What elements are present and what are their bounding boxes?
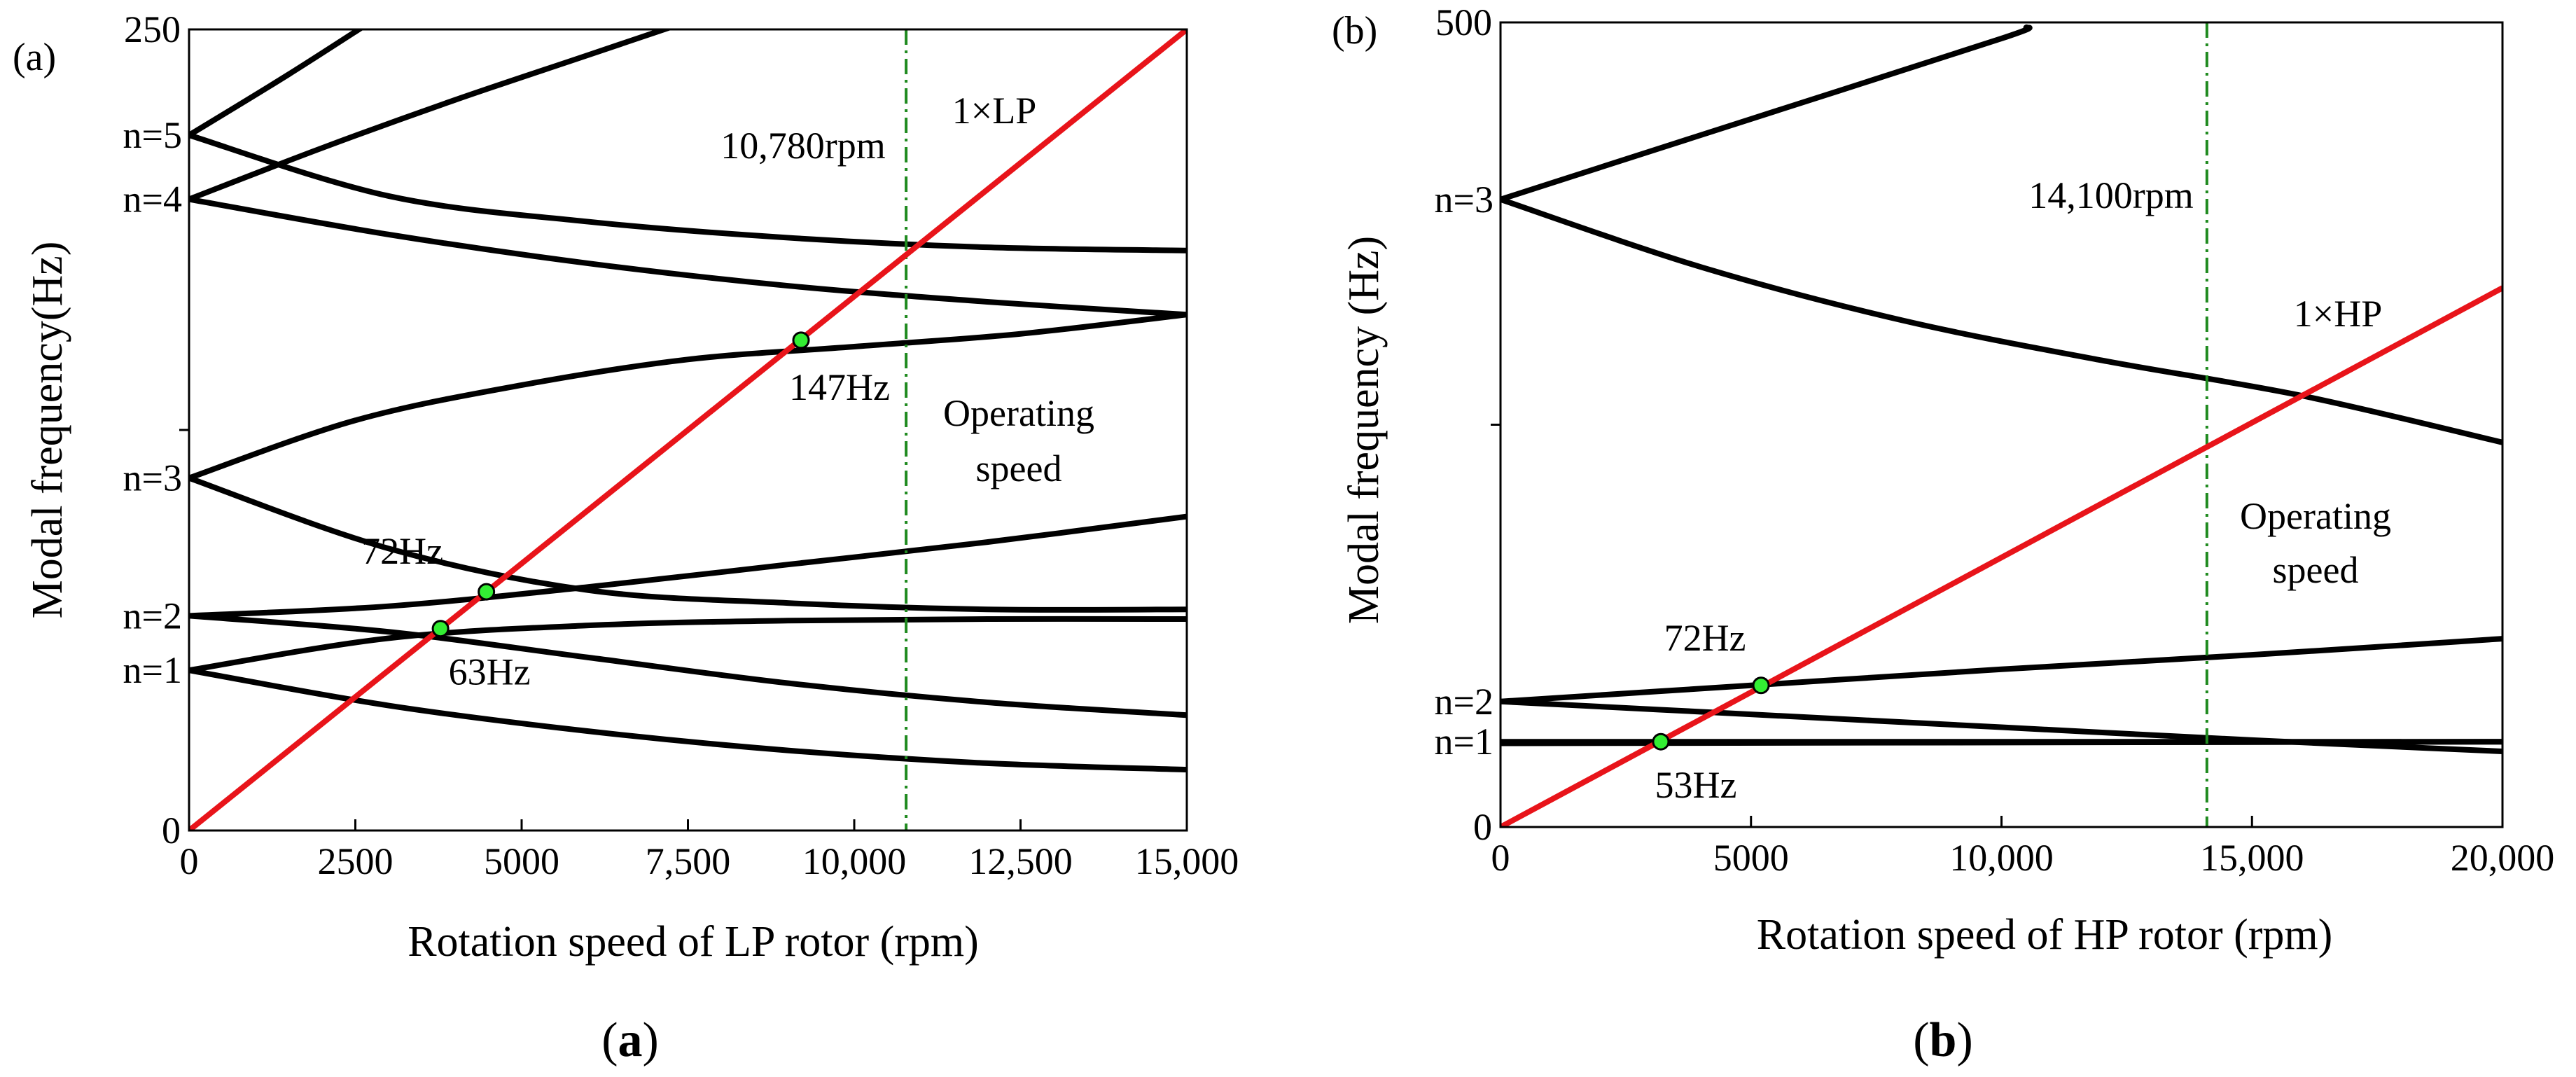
y-tick-label: 0 xyxy=(162,810,181,852)
intersection-label: 53Hz xyxy=(1655,764,1736,806)
panel-a-y-axis-title: Modal frequency(Hz) xyxy=(24,242,71,619)
x-tick-label: 0 xyxy=(1491,837,1510,879)
mode-curve-mode1-forward xyxy=(189,616,1187,674)
panel-a-curves xyxy=(189,29,1187,831)
panel-b-operating-text-line1: Operating xyxy=(2240,495,2391,537)
y-tick-label: 250 xyxy=(124,8,181,50)
intersection-point xyxy=(792,331,810,349)
x-tick-label: 15,000 xyxy=(1135,840,1239,882)
mode-curve-mode2-backward xyxy=(189,613,1187,718)
mode-number-label: n=2 xyxy=(1435,681,1494,723)
mode-number-label: n=5 xyxy=(123,114,182,156)
panel-b-curves xyxy=(1501,22,2502,827)
panel-b-chart: 0 5000 10,000 15,000 20,000 0 500 n=1n=2 n=3 (b)… xyxy=(1332,1,2554,1067)
panel-a-excitation-label: 1×LP xyxy=(952,90,1036,132)
mode-curve-mode3-forward xyxy=(189,312,1187,481)
panel-a-operating-speed-value: 10,780rpm xyxy=(720,125,886,167)
intersection-point xyxy=(1752,676,1770,695)
x-tick-label: 5000 xyxy=(1713,837,1789,879)
mode-curve-mode4-backward xyxy=(189,196,1187,318)
intersection-point xyxy=(431,620,450,638)
panel-a-ticks: 0 2500 5000 7,500 10,000 12,500 15,000 0 250 n=1 n… xyxy=(123,8,1239,882)
mode-curve-mode2-backward xyxy=(1501,698,2502,754)
mode-number-label: n=3 xyxy=(123,457,182,499)
mode-curve-mode1-b xyxy=(1501,739,2502,746)
y-tick-label: 500 xyxy=(1435,1,1492,43)
excitation-line xyxy=(189,29,1187,831)
panel-b-caption-letter: b xyxy=(1930,1013,1957,1067)
panel-b-caption: (b) xyxy=(1913,1013,1973,1067)
panel-b-caption-open: ( xyxy=(1913,1013,1929,1067)
x-tick-label: 10,000 xyxy=(802,840,907,882)
intersection-label: 72Hz xyxy=(1664,617,1746,659)
panel-a-caption: (a) xyxy=(601,1013,659,1067)
mode-curve-mode2-forward xyxy=(1501,636,2502,704)
mode-curve-mode3-backward xyxy=(189,475,1187,613)
x-tick-label: 2500 xyxy=(318,840,394,882)
panel-a-caption-letter: a xyxy=(618,1013,643,1067)
x-tick-label: 15,000 xyxy=(2200,837,2304,879)
mode-curve-mode5-forward xyxy=(189,29,364,139)
panel-b-ticks: 0 5000 10,000 15,000 20,000 0 500 n=1n=2 n=3 xyxy=(1435,1,2555,879)
panel-a-operating-text-line1: Operating xyxy=(943,392,1094,434)
panel-b-excitation-label: 1×HP xyxy=(2294,293,2382,335)
mode-number-label: n=2 xyxy=(123,595,182,637)
y-tick-label: 0 xyxy=(1473,806,1492,848)
x-tick-label: 20,000 xyxy=(2451,837,2555,879)
mode-number-label: n=3 xyxy=(1435,179,1494,221)
x-tick-label: 12,500 xyxy=(968,840,1073,882)
panel-b-tag: (b) xyxy=(1332,9,1377,53)
x-tick-label: 7,500 xyxy=(646,840,731,882)
panel-b-caption-close: ) xyxy=(1956,1013,1972,1067)
panel-b-plot-frame xyxy=(1499,21,2504,828)
intersection-label: 63Hz xyxy=(449,651,531,693)
intersection-label: 147Hz xyxy=(789,366,890,408)
x-tick-label: 5000 xyxy=(484,840,559,882)
mode-number-label: n=1 xyxy=(123,649,182,691)
mode-curve-mode3-forward xyxy=(1501,24,2033,202)
x-tick-label: 0 xyxy=(180,840,199,882)
intersection-point xyxy=(478,583,496,601)
panel-a-operating-text-line2: speed xyxy=(976,447,1062,489)
mode-number-label: n=4 xyxy=(123,179,182,221)
mode-curve-mode4-forward xyxy=(189,29,674,202)
intersection-point xyxy=(1652,732,1670,751)
panel-b-y-axis-title: Modal frequency (Hz) xyxy=(1340,236,1388,624)
panel-a-caption-close: ) xyxy=(643,1013,659,1067)
intersection-label: 72Hz xyxy=(361,530,443,572)
mode-curve-mode2-forward xyxy=(189,513,1187,619)
mode-number-label: n=1 xyxy=(1435,721,1494,763)
panel-b-x-axis-title: Rotation speed of HP rotor (rpm) xyxy=(1757,911,2333,959)
panel-a-caption-open: ( xyxy=(601,1013,618,1067)
mode-curve-mode5-backward xyxy=(189,132,1187,253)
panel-a-tag: (a) xyxy=(13,36,56,79)
panel-a-chart: 0 2500 5000 7,500 10,000 12,500 15,000 0 250 n=1 n… xyxy=(13,8,1239,1067)
panel-a-x-axis-title: Rotation speed of LP rotor (rpm) xyxy=(408,918,979,966)
panel-b-operating-speed-value: 14,100rpm xyxy=(2028,174,2194,216)
panel-b-operating-text-line2: speed xyxy=(2273,549,2359,591)
mode-curve-mode3-backward xyxy=(1501,196,2502,445)
mode-curve-mode1-backward xyxy=(189,667,1187,773)
x-tick-label: 10,000 xyxy=(1949,837,2054,879)
